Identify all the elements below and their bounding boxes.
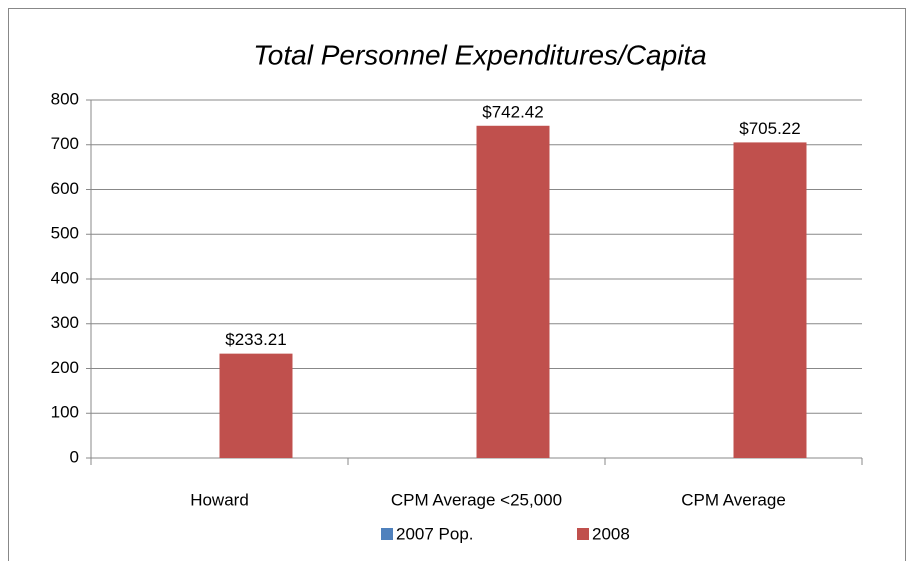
y-tick-label: 0 — [70, 447, 79, 466]
y-tick-label: 200 — [51, 358, 79, 377]
data-label: $705.22 — [739, 119, 800, 138]
data-label: $742.42 — [482, 102, 543, 121]
y-tick-label: 600 — [51, 179, 79, 198]
x-tick-label: CPM Average — [681, 490, 786, 509]
bar — [476, 125, 550, 458]
bar — [219, 353, 293, 458]
data-label: $233.21 — [225, 330, 286, 349]
bar — [733, 142, 807, 458]
y-tick-label: 800 — [51, 89, 79, 108]
y-tick-label: 100 — [51, 403, 79, 422]
legend-swatch — [577, 528, 589, 540]
y-tick-label: 700 — [51, 134, 79, 153]
chart-title: Total Personnel Expenditures/Capita — [253, 39, 706, 70]
x-tick-label: Howard — [190, 490, 249, 509]
legend-swatch — [381, 528, 393, 540]
legend-label: 2008 — [592, 524, 630, 543]
y-tick-label: 500 — [51, 224, 79, 243]
y-tick-label: 300 — [51, 313, 79, 332]
legend-label: 2007 Pop. — [396, 524, 474, 543]
x-tick-label: CPM Average <25,000 — [391, 490, 562, 509]
y-tick-label: 400 — [51, 268, 79, 287]
